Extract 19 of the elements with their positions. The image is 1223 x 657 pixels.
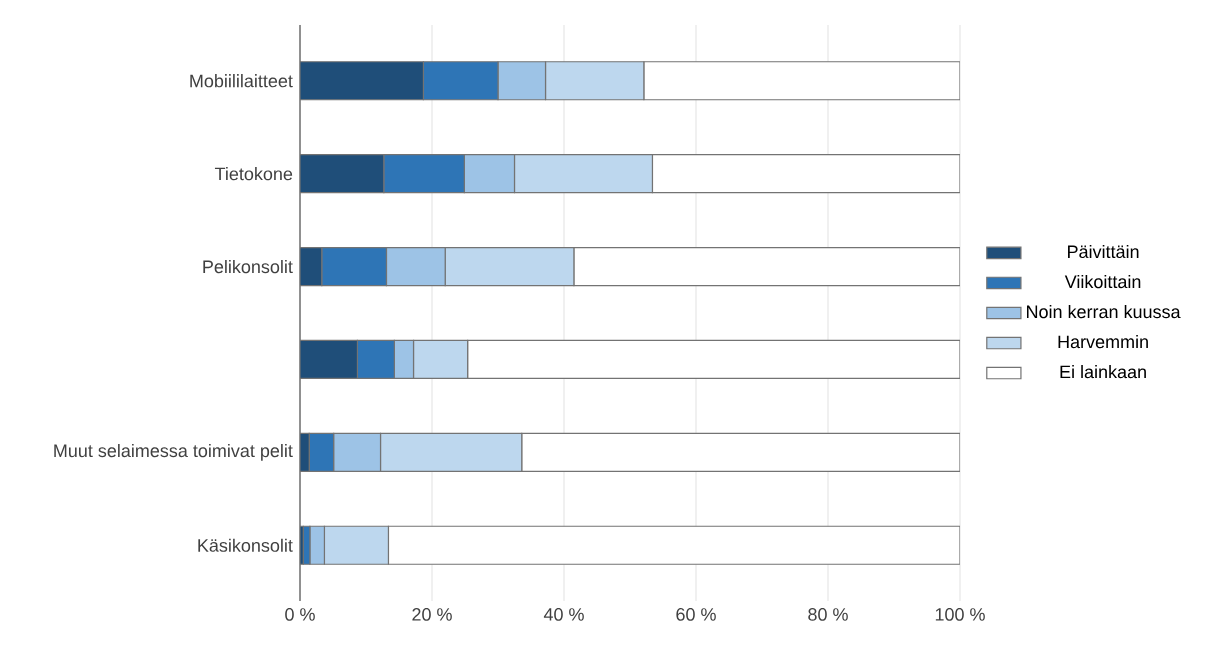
legend-label: Ei lainkaan [1060,365,1146,379]
legend-label: Harvemmin [1058,335,1148,349]
x-tick-label: 100 % [935,608,985,621]
x-tick-label: 20 % [412,608,452,621]
x-tick-label: 60 % [676,608,716,621]
x-tick-label: 0 % [285,608,315,621]
legend-label: Noin kerran kuussa [1027,304,1181,319]
y-tick-label: Muut selaimessa toimivat pelit [54,443,293,461]
bar [300,154,385,194]
y-tick-label: Käsikonsolit [198,538,293,552]
bar [300,339,359,380]
y-tick-label: Mobiililaitteet [190,74,293,88]
x-tick-label: 40 % [543,608,584,621]
bar [300,61,425,101]
text: Päivittäin [1068,244,1139,259]
x-tick-label: 80 % [808,608,848,621]
text: Viikoittain [1064,274,1141,289]
y-tick-label: Pelikonsolit [203,259,293,274]
y-tick-label: Tietokone [214,167,293,181]
